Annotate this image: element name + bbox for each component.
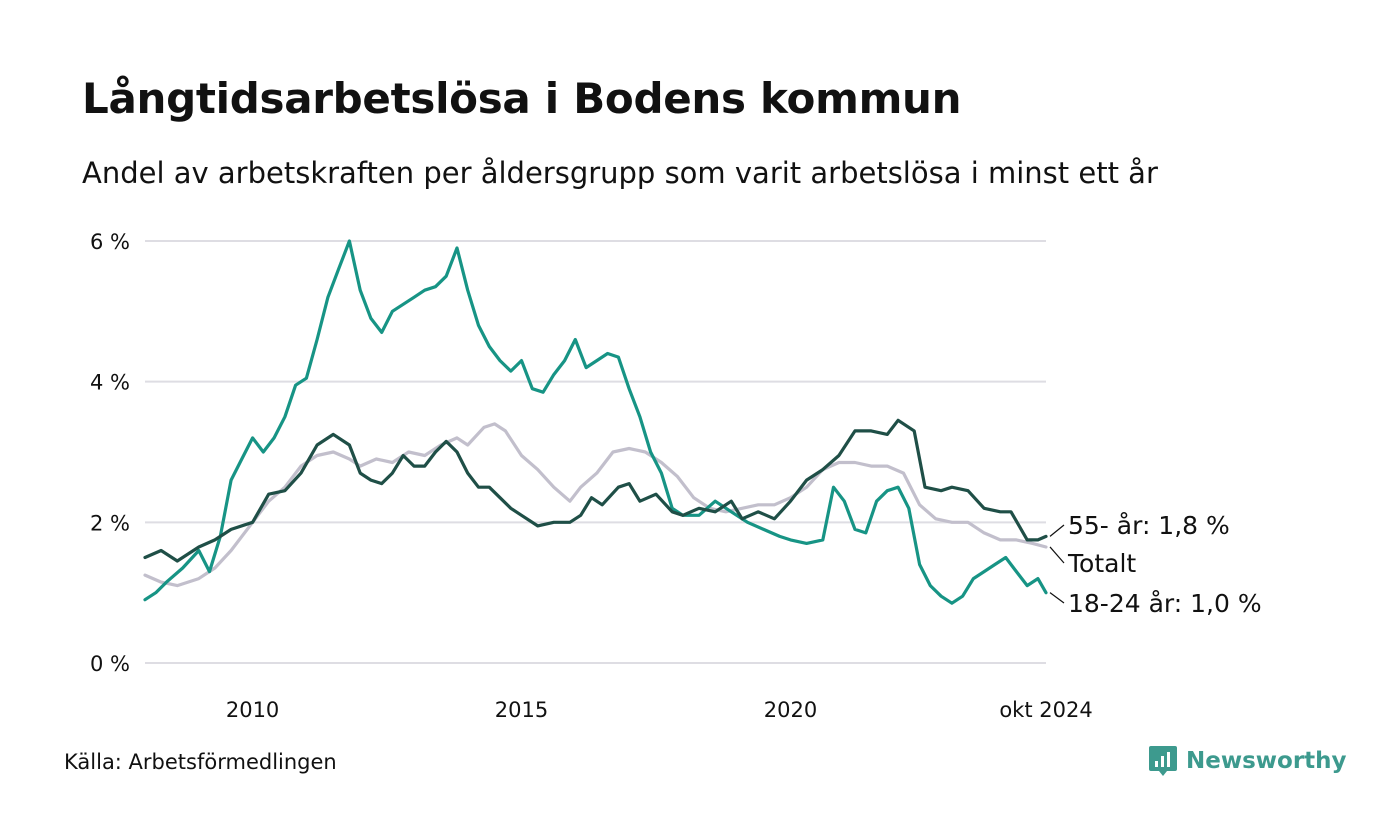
series-end-label: 55- år: 1,8 %	[1068, 511, 1230, 540]
x-tick-label: 2015	[495, 698, 548, 722]
y-tick-label: 0 %	[90, 652, 130, 676]
gridlines	[145, 240, 1046, 664]
series-line	[143, 239, 1048, 605]
brand-name: Newsworthy	[1186, 748, 1347, 774]
label-leader-line	[1049, 546, 1065, 564]
y-tick-label: 4 %	[90, 371, 130, 395]
source-note: Källa: Arbetsförmedlingen	[64, 750, 337, 774]
chart-title: Långtidsarbetslösa i Bodens kommun	[82, 74, 962, 123]
label-leader-line	[1049, 592, 1065, 604]
series-lines	[143, 239, 1048, 605]
label-leader-line	[1049, 524, 1065, 537]
series-line	[143, 418, 1048, 563]
series-end-labels: 55- år: 1,8 % Totalt 18-24 år: 1,0 %	[1049, 511, 1262, 618]
series-end-label: 18-24 år: 1,0 %	[1068, 589, 1262, 618]
y-tick-label: 2 %	[90, 511, 130, 535]
x-axis-ticks: 2010 2015 2020 okt 2024	[226, 698, 1093, 722]
x-tick-label: 2020	[764, 698, 817, 722]
y-tick-label: 6 %	[90, 230, 130, 254]
newsworthy-logo-icon	[1149, 746, 1177, 776]
x-tick-label: 2010	[226, 698, 279, 722]
series-line	[143, 422, 1048, 588]
brand-logo[interactable]: Newsworthy	[1148, 744, 1347, 778]
y-axis-ticks: 0 % 2 % 4 % 6 %	[90, 230, 130, 676]
series-end-label: Totalt	[1067, 549, 1136, 578]
x-tick-label: okt 2024	[999, 698, 1092, 722]
chart-subtitle: Andel av arbetskraften per åldersgrupp s…	[82, 156, 1158, 190]
